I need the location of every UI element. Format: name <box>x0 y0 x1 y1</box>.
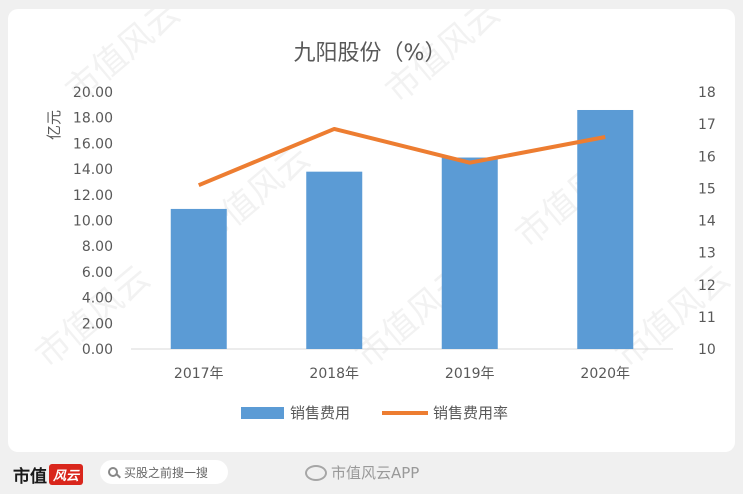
search-placeholder: 买股之前搜一搜 <box>124 465 209 480</box>
footer-bar: 市值 风云 买股之前搜一搜 市值风云APP <box>0 452 743 494</box>
weibo-watermark: 市值风云APP <box>305 462 419 483</box>
left-axis-ticks: 20.00 18.00 16.00 14.00 12.00 10.00 8.00 6.00 4.… <box>73 85 113 358</box>
right-tick-label: 17 <box>698 117 716 133</box>
bar-series <box>170 109 634 350</box>
brand-text: 市值 <box>13 466 47 487</box>
legend-bar-label: 销售费用 <box>290 404 350 422</box>
left-tick-label: 8.00 <box>82 239 113 255</box>
chart-title: 九阳股份（%） <box>294 41 447 66</box>
left-tick-label: 10.00 <box>73 214 113 230</box>
weibo-text: 市值风云APP <box>331 464 420 482</box>
bar <box>170 208 227 349</box>
right-tick-label: 13 <box>698 246 716 262</box>
search-input[interactable]: 买股之前搜一搜 <box>100 460 228 484</box>
chart-card: 市值风云 市值风云 市值风云 市值风云 市值风云 市值风云 市值风云 九阳股份（%） 亿元 … <box>8 9 735 452</box>
brand-mark: 风云 <box>49 463 84 485</box>
legend: 销售费用 销售费用率 <box>241 404 508 422</box>
search-icon <box>108 467 118 477</box>
right-tick-label: 18 <box>698 85 716 101</box>
left-tick-label: 20.00 <box>73 85 113 101</box>
bar <box>306 171 363 349</box>
left-tick-label: 18.00 <box>73 111 113 127</box>
weibo-icon <box>305 464 327 481</box>
right-tick-label: 15 <box>698 181 716 197</box>
right-tick-label: 16 <box>698 149 716 165</box>
bar <box>441 157 498 349</box>
bar <box>577 109 634 350</box>
legend-bar-swatch <box>241 407 284 419</box>
y-axis-label: 亿元 <box>45 110 63 140</box>
right-tick-label: 14 <box>698 214 716 230</box>
left-tick-label: 12.00 <box>73 188 113 204</box>
left-tick-label: 0.00 <box>82 342 113 358</box>
category-labels: 2017年 2018年 2019年 2020年 <box>174 366 630 382</box>
right-tick-label: 11 <box>698 310 716 326</box>
right-tick-label: 10 <box>698 342 716 358</box>
category-label: 2020年 <box>580 366 630 382</box>
legend-line-label: 销售费用率 <box>433 404 508 422</box>
brand-logo[interactable]: 市值 风云 <box>13 462 84 487</box>
right-axis-ticks: 18 17 16 15 14 13 12 11 10 <box>698 85 716 358</box>
category-label: 2017年 <box>174 366 224 382</box>
category-label: 2019年 <box>445 366 495 382</box>
right-tick-label: 12 <box>698 278 716 294</box>
left-tick-label: 16.00 <box>73 136 113 152</box>
left-tick-label: 6.00 <box>82 265 113 281</box>
left-tick-label: 2.00 <box>82 316 113 332</box>
left-tick-label: 14.00 <box>73 162 113 178</box>
line-series <box>197 126 606 188</box>
left-tick-label: 4.00 <box>82 291 113 307</box>
category-label: 2018年 <box>309 366 359 382</box>
